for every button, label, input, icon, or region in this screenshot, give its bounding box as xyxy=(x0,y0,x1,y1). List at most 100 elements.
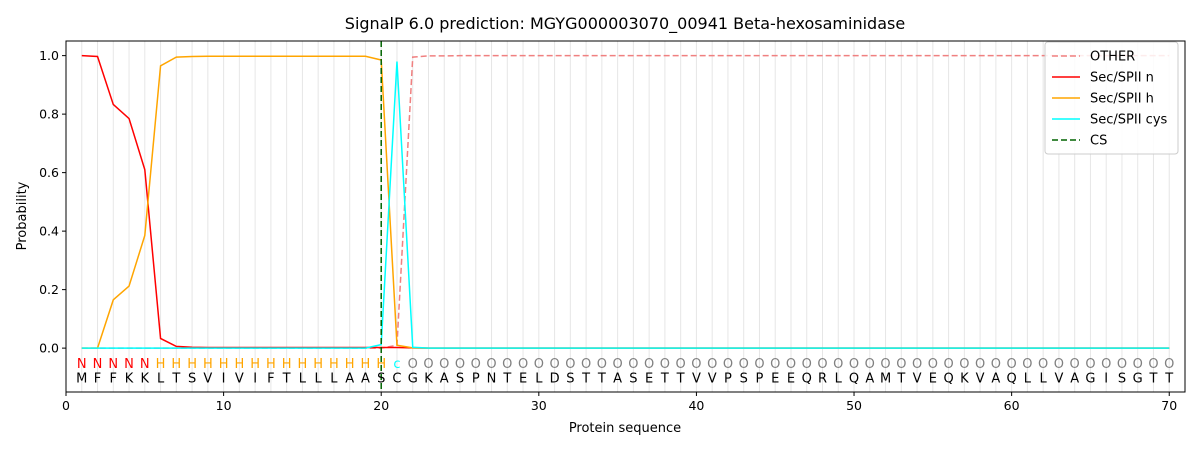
residue-letter: P xyxy=(756,371,764,386)
region-label: H xyxy=(361,357,371,372)
residue-letter: Q xyxy=(1007,371,1017,386)
residue-letter: M xyxy=(76,371,87,386)
region-label: O xyxy=(896,357,906,372)
region-label: O xyxy=(723,357,733,372)
residue-letter: Q xyxy=(849,371,859,386)
region-label: O xyxy=(502,357,512,372)
residue-letter: T xyxy=(896,371,905,386)
region-label: O xyxy=(1133,357,1143,372)
region-label: O xyxy=(549,357,559,372)
residue-letter: A xyxy=(865,371,874,386)
region-label: O xyxy=(471,357,481,372)
y-tick-label: 0.6 xyxy=(39,165,59,180)
residue-letter: V xyxy=(235,371,244,386)
y-axis-title: Probability xyxy=(15,181,30,250)
region-label: O xyxy=(1038,357,1048,372)
region-label: N xyxy=(124,357,134,372)
region-label: O xyxy=(423,357,433,372)
region-label: O xyxy=(518,357,528,372)
region-label: O xyxy=(455,357,465,372)
y-tick-label: 0.0 xyxy=(39,341,59,356)
residue-letter: A xyxy=(345,371,354,386)
residue-letter: K xyxy=(141,371,150,386)
residue-letter: A xyxy=(991,371,1000,386)
residue-letter: A xyxy=(613,371,622,386)
region-label: N xyxy=(77,357,87,372)
residue-letter: D xyxy=(550,371,560,386)
residue-letter: Q xyxy=(943,371,953,386)
series-lines xyxy=(81,54,1170,349)
residue-letter: V xyxy=(692,371,701,386)
legend-label: CS xyxy=(1090,134,1107,149)
x-tick-label: 0 xyxy=(62,398,70,413)
residue-letter: L xyxy=(330,371,338,386)
region-label: O xyxy=(660,357,670,372)
region-label: H xyxy=(266,357,276,372)
region-label: O xyxy=(928,357,938,372)
residue-letter: R xyxy=(818,371,827,386)
x-tick-label: 40 xyxy=(688,398,704,413)
region-label: O xyxy=(565,357,575,372)
region-label: O xyxy=(628,357,638,372)
region-label: O xyxy=(975,357,985,372)
region-label: O xyxy=(959,357,969,372)
residue-letter: V xyxy=(1054,371,1063,386)
chart-title: SignalP 6.0 prediction: MGYG000003070_00… xyxy=(345,14,905,34)
region-label: O xyxy=(439,357,449,372)
region-label: O xyxy=(1101,357,1111,372)
region-label: O xyxy=(1070,357,1080,372)
y-tick-label: 0.8 xyxy=(39,107,59,122)
region-label: O xyxy=(644,357,654,372)
region-label: H xyxy=(376,357,386,372)
region-label: H xyxy=(329,357,339,372)
x-tick-label: 30 xyxy=(531,398,547,413)
region-label: O xyxy=(912,357,922,372)
residue-letter: A xyxy=(361,371,370,386)
region-label: N xyxy=(140,357,150,372)
plot-frame xyxy=(65,40,1186,393)
residue-letter: C xyxy=(392,371,401,386)
region-label: H xyxy=(234,357,244,372)
residue-letter: V xyxy=(708,371,717,386)
residue-letter: N xyxy=(487,371,497,386)
series-line-3 xyxy=(81,61,1170,349)
region-label: H xyxy=(313,357,323,372)
region-label: N xyxy=(93,357,103,372)
region-label: O xyxy=(1117,357,1127,372)
x-axis-ticks: 0 10 20 30 40 50 60 70 xyxy=(62,392,1177,413)
residue-letter: E xyxy=(645,371,653,386)
residue-letter: L xyxy=(157,371,165,386)
residue-letter: G xyxy=(1085,371,1095,386)
y-axis-ticks: 0.0 0.2 0.4 0.6 0.8 1.0 xyxy=(39,48,66,356)
x-axis-title: Protein sequence xyxy=(569,421,681,436)
region-label: O xyxy=(1148,357,1158,372)
residue-letter: T xyxy=(282,371,291,386)
residue-letter: M xyxy=(880,371,891,386)
region-label: O xyxy=(1164,357,1174,372)
residue-letter: A xyxy=(440,371,449,386)
region-label: O xyxy=(691,357,701,372)
residue-letter: E xyxy=(787,371,795,386)
residue-letter: K xyxy=(960,371,969,386)
legend-box xyxy=(1044,41,1179,155)
region-label: H xyxy=(187,357,197,372)
residue-letter: T xyxy=(1164,371,1173,386)
region-label: O xyxy=(676,357,686,372)
region-label: O xyxy=(534,357,544,372)
residue-letter: L xyxy=(315,371,323,386)
region-label: H xyxy=(203,357,213,372)
residue-letter: I xyxy=(253,371,257,386)
legend-label: Sec/SPII n xyxy=(1090,71,1154,86)
residue-letter: T xyxy=(597,371,606,386)
region-label: O xyxy=(802,357,812,372)
residue-letter: L xyxy=(535,371,543,386)
residue-letter: L xyxy=(1024,371,1032,386)
region-label: O xyxy=(833,357,843,372)
region-label: O xyxy=(754,357,764,372)
region-label: H xyxy=(156,357,166,372)
legend: OTHER Sec/SPII n Sec/SPII h Sec/SPII cys CS xyxy=(1044,41,1179,155)
region-label: H xyxy=(219,357,229,372)
